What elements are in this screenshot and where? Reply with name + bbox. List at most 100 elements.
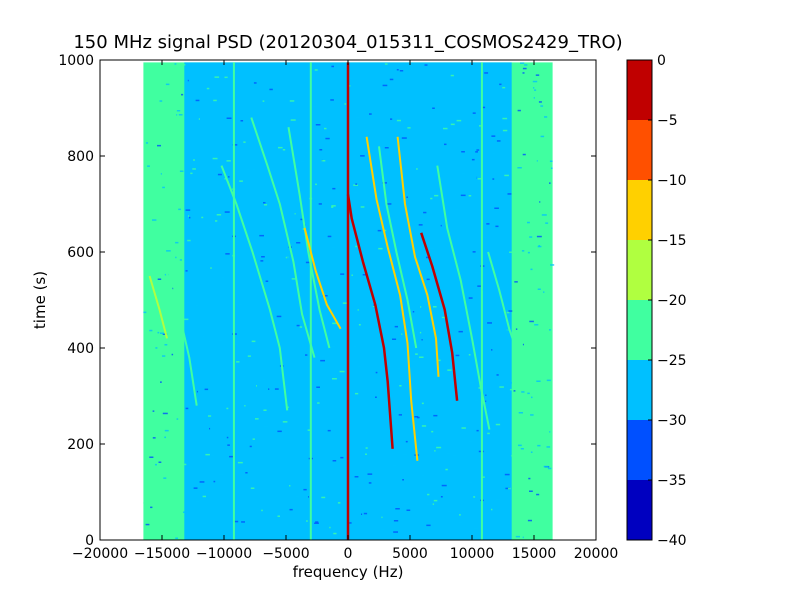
- colorbar: 0 −5 −10 −15 −20 −25 −30 −35 −40: [626, 53, 687, 549]
- noise-cell: [368, 482, 372, 484]
- noise-cell: [326, 194, 329, 196]
- noise-cell: [536, 235, 542, 238]
- noise-cell: [271, 147, 276, 149]
- noise-cell: [206, 130, 212, 132]
- noise-cell: [546, 446, 551, 448]
- x-tick-label: −10000: [196, 546, 252, 562]
- colorbar-tick-label: −5: [657, 113, 678, 129]
- noise-cell: [149, 456, 154, 458]
- noise-cell: [176, 114, 178, 116]
- noise-cell: [170, 233, 174, 236]
- noise-cell: [384, 63, 388, 65]
- noise-cell: [420, 158, 422, 160]
- noise-cell: [322, 295, 328, 297]
- noise-cell: [186, 301, 191, 304]
- noise-cell: [237, 366, 241, 369]
- noise-cell: [166, 407, 169, 409]
- noise-cell: [217, 173, 222, 176]
- noise-cell: [190, 265, 192, 268]
- noise-cell: [506, 311, 510, 314]
- noise-cell: [475, 151, 478, 153]
- noise-cell: [539, 201, 541, 203]
- noise-cell: [327, 97, 332, 100]
- y-tick-label: 600: [67, 245, 94, 261]
- noise-cell: [530, 451, 533, 453]
- noise-cell: [484, 236, 488, 239]
- noise-cell: [478, 387, 481, 389]
- noise-cell: [320, 359, 325, 362]
- noise-cell: [162, 186, 165, 189]
- noise-cell: [407, 179, 409, 181]
- noise-cell: [381, 516, 383, 519]
- noise-cell: [492, 319, 495, 321]
- noise-cell: [522, 153, 526, 156]
- noise-cell: [468, 354, 471, 356]
- noise-cell: [444, 308, 448, 310]
- noise-cell: [287, 406, 289, 408]
- x-axis-label: frequency (Hz): [293, 563, 404, 581]
- noise-cell: [160, 173, 162, 175]
- x-tick-label: 20000: [574, 546, 619, 562]
- noise-cell: [472, 289, 476, 291]
- noise-cell: [446, 109, 451, 112]
- x-tick-label: 0: [344, 546, 353, 562]
- noise-cell: [240, 120, 244, 122]
- noise-cell: [433, 414, 438, 417]
- noise-cell: [511, 455, 515, 457]
- noise-cell: [193, 105, 197, 107]
- noise-cell: [419, 331, 422, 334]
- noise-cell: [321, 160, 326, 162]
- noise-cell: [431, 430, 434, 433]
- noise-cell: [417, 416, 420, 419]
- noise-cell: [236, 361, 240, 363]
- noise-cell: [434, 194, 439, 197]
- noise-cell: [456, 262, 461, 265]
- noise-cell: [198, 217, 200, 219]
- noise-cell: [430, 412, 433, 415]
- noise-cell: [208, 427, 213, 429]
- noise-cell: [500, 191, 504, 194]
- noise-cell: [218, 339, 223, 342]
- noise-cell: [170, 74, 173, 76]
- noise-cell: [214, 76, 220, 78]
- noise-cell: [488, 358, 492, 360]
- colorbar-level: [627, 120, 652, 180]
- noise-cell: [491, 135, 496, 137]
- noise-cell: [176, 430, 182, 432]
- noise-cell: [524, 64, 528, 66]
- noise-cell: [496, 374, 499, 376]
- noise-cell: [344, 103, 347, 105]
- noise-cell: [171, 353, 174, 356]
- noise-cell: [261, 509, 263, 512]
- noise-cell: [340, 456, 344, 459]
- colorbar-level: [627, 480, 652, 540]
- noise-cell: [462, 229, 465, 231]
- noise-cell: [229, 519, 232, 521]
- noise-cell: [339, 79, 343, 82]
- noise-cell: [369, 210, 375, 213]
- noise-cell: [541, 283, 547, 285]
- doppler-trace-9: [396, 136, 440, 377]
- noise-cell: [422, 474, 425, 476]
- noise-cell: [279, 373, 284, 375]
- noise-cell: [289, 100, 295, 102]
- noise-cell: [395, 508, 400, 510]
- y-tick-label: 1000: [58, 53, 94, 69]
- noise-cell: [164, 344, 168, 346]
- noise-cell: [187, 83, 190, 85]
- noise-cell: [546, 379, 551, 382]
- colorbar-tick-label: 0: [657, 53, 666, 69]
- noise-cell: [532, 80, 538, 83]
- noise-cell: [185, 407, 189, 410]
- noise-cell: [528, 477, 531, 480]
- noise-cell: [320, 302, 324, 305]
- noise-cell: [191, 356, 193, 359]
- noise-cell: [427, 493, 430, 496]
- noise-cell: [294, 213, 296, 215]
- noise-cell: [392, 464, 397, 467]
- noise-cell: [398, 414, 402, 416]
- noise-cell: [531, 396, 533, 399]
- x-tick-label: −5000: [262, 546, 309, 562]
- noise-cell: [246, 168, 250, 171]
- noise-cell: [502, 117, 508, 120]
